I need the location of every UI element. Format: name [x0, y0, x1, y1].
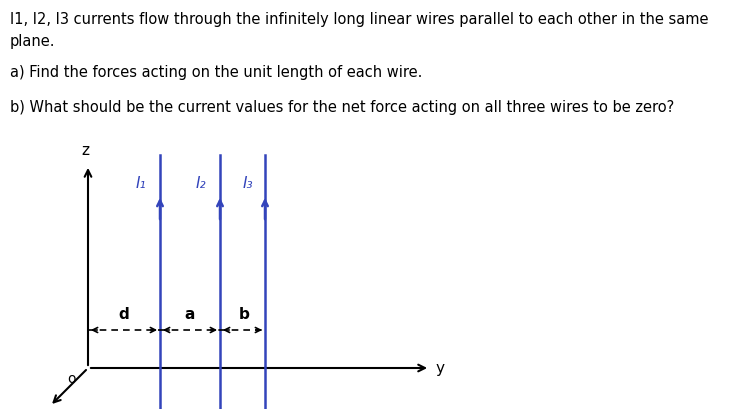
Text: y: y — [436, 360, 445, 375]
Text: b) What should be the current values for the net force acting on all three wires: b) What should be the current values for… — [10, 100, 675, 115]
Text: I₃: I₃ — [242, 176, 253, 191]
Text: d: d — [118, 307, 129, 322]
Text: o: o — [67, 372, 76, 386]
Text: I₂: I₂ — [196, 176, 206, 191]
Text: plane.: plane. — [10, 34, 55, 49]
Text: I1, I2, I3 currents flow through the infinitely long linear wires parallel to ea: I1, I2, I3 currents flow through the inf… — [10, 12, 709, 27]
Text: a: a — [185, 307, 195, 322]
Text: z: z — [81, 143, 89, 158]
Text: a) Find the forces acting on the unit length of each wire.: a) Find the forces acting on the unit le… — [10, 65, 423, 80]
Text: b: b — [239, 307, 250, 322]
Text: I₁: I₁ — [135, 176, 146, 191]
